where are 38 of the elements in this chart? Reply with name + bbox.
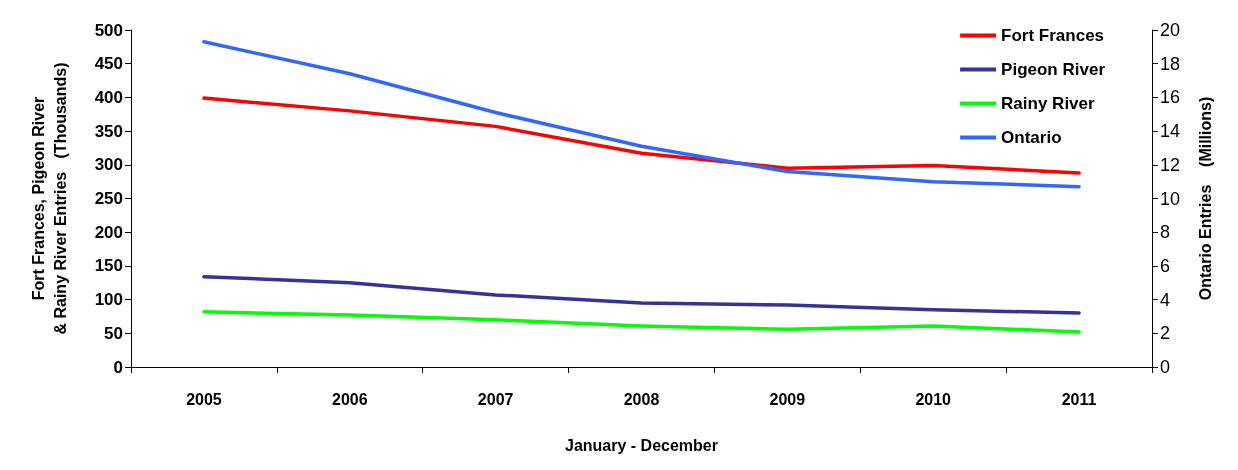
y-tick-label: 450 — [94, 54, 123, 74]
line-series — [202, 274, 1081, 315]
x-tick-label: 2007 — [477, 390, 514, 408]
y-tick-label: 300 — [94, 155, 123, 175]
y-tick-label: 0 — [113, 357, 123, 377]
y-tick-label: 150 — [94, 256, 123, 276]
legend-label: Ontario — [1001, 128, 1062, 147]
y-tick-label: 50 — [104, 323, 123, 343]
y-tick-label: 500 — [94, 20, 123, 40]
x-tick-label: 2009 — [769, 390, 806, 408]
y-tick-label: 100 — [94, 290, 123, 310]
y2-axis-title: Ontario Entries (Millions) — [1196, 96, 1214, 301]
y2-tick-label: 6 — [1160, 255, 1171, 276]
y2-tick-label: 10 — [1160, 188, 1181, 209]
legend-label: Fort Frances — [1001, 26, 1105, 45]
y2-tick-label: 18 — [1160, 53, 1181, 74]
x-tick-label: 2010 — [915, 390, 952, 408]
y2-tick-label: 0 — [1160, 357, 1171, 377]
y-tick-label: 350 — [94, 121, 123, 141]
x-tick-label: 2005 — [186, 390, 222, 408]
legend-label: Rainy River — [1001, 94, 1096, 113]
y2-tick-label: 8 — [1160, 222, 1171, 243]
line-series — [202, 309, 1081, 334]
y2-tick-label: 4 — [1160, 289, 1171, 310]
x-tick-label: 2011 — [1061, 390, 1097, 408]
x-tick-label: 2008 — [623, 390, 660, 408]
x-axis-title: January - December — [565, 436, 718, 454]
y2-tick-label: 20 — [1160, 20, 1181, 40]
y2-tick-label: 14 — [1160, 121, 1181, 142]
y2-tick-label: 2 — [1160, 323, 1171, 344]
y-tick-label: 400 — [94, 87, 123, 107]
y-tick-label: 200 — [94, 222, 123, 242]
y-tick-label: 250 — [94, 189, 123, 208]
x-tick-label: 2006 — [331, 390, 368, 408]
y2-tick-label: 16 — [1160, 87, 1181, 108]
y-axis-title: Fort Frances, Pigeon River & Rainy River Entries (Thousands) — [29, 62, 69, 335]
legend-label: Pigeon River — [1001, 60, 1106, 79]
y2-tick-label: 12 — [1160, 154, 1181, 175]
